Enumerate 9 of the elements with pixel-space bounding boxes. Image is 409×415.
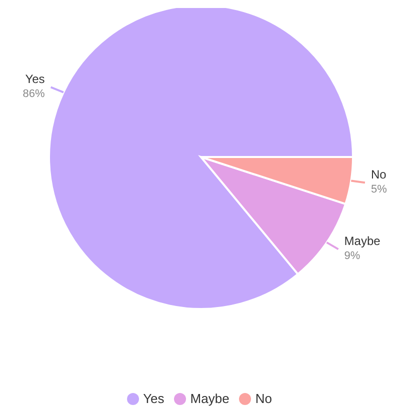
- data-label: 5%: [370, 184, 388, 196]
- data-label: 86%: [22, 88, 46, 100]
- slice-label: Maybe: [344, 234, 381, 248]
- legend-label: Yes: [143, 391, 164, 406]
- legend-label: Maybe: [190, 391, 230, 406]
- legend-label: No: [255, 391, 272, 406]
- slice-label: Yes: [25, 72, 45, 86]
- slice-label: No: [370, 168, 387, 182]
- data-label: 9%: [344, 250, 360, 262]
